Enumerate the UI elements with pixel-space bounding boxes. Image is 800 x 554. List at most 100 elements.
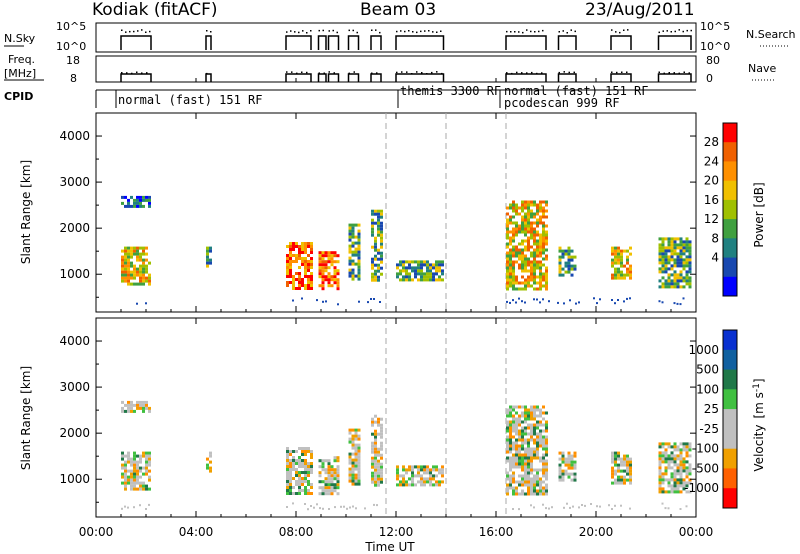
freq-segment: [557, 73, 577, 82]
scatter-cell: [512, 206, 515, 210]
scatter-cell: [377, 248, 380, 252]
scatter-cell: [310, 287, 313, 290]
scatter-cell: [530, 489, 533, 493]
scatter-cell: [536, 435, 539, 439]
scatter-cell: [411, 278, 414, 282]
scatter-cell: [673, 472, 677, 476]
scatter-cell: [620, 481, 623, 485]
scatter-cell: [542, 435, 545, 439]
scatter-cell: [396, 483, 399, 487]
scatter-cell: [688, 466, 692, 470]
scatter-cell: [289, 471, 292, 474]
scatter-cell: [136, 406, 139, 410]
scatter-cell: [673, 252, 677, 256]
scatter-cell: [373, 298, 375, 300]
scatter-cell: [676, 279, 680, 283]
scatter-cell: [420, 275, 423, 279]
scatter-cell: [145, 472, 148, 476]
scatter-cell: [426, 480, 429, 484]
scatter-cell: [667, 454, 671, 458]
scatter-cell: [533, 441, 536, 445]
scatter-blob: [611, 246, 632, 280]
scatter-cell: [679, 457, 683, 461]
scatter-cell: [124, 249, 127, 253]
scatter-cell: [521, 203, 524, 207]
scatter-cell: [304, 242, 307, 245]
scatter-cell: [121, 454, 124, 458]
scatter-cell: [530, 405, 533, 409]
scatter-cell: [127, 261, 130, 265]
nave-dot: [318, 72, 320, 74]
scatter-cell: [545, 489, 548, 493]
scatter-cell: [521, 465, 524, 469]
scatter-cell: [521, 287, 524, 291]
scatter-cell: [420, 465, 423, 469]
scatter-cell: [518, 444, 521, 448]
scatter-cell: [533, 221, 536, 225]
scatter-cell: [348, 274, 352, 278]
scatter-cell: [614, 255, 617, 259]
scatter-cell: [420, 260, 423, 264]
scatter-cell: [685, 442, 689, 446]
scatter-cell: [527, 486, 530, 490]
scatter-cell: [133, 403, 136, 407]
scatter-cell: [573, 463, 577, 467]
scatter-cell: [533, 272, 536, 276]
scatter-cell: [676, 255, 680, 259]
scatter-cell: [506, 272, 509, 276]
scatter-cell: [542, 284, 545, 288]
scatter-cell: [524, 477, 527, 481]
scatter-cell: [533, 477, 536, 481]
scatter-cell: [426, 266, 429, 270]
scatter-cell: [313, 506, 315, 509]
scatter-cell: [371, 474, 374, 478]
scatter-cell: [304, 480, 307, 483]
scatter-cell: [380, 441, 383, 445]
scatter-cell: [626, 478, 629, 482]
scatter-cell: [673, 490, 677, 494]
scatter-cell: [542, 209, 545, 213]
scatter-cell: [558, 472, 562, 476]
scatter-cell: [380, 465, 383, 469]
scatter-cell: [679, 279, 683, 283]
scatter-cell: [515, 224, 518, 228]
scatter-cell: [327, 474, 331, 478]
scatter-cell: [380, 456, 383, 460]
scatter-cell: [307, 462, 310, 465]
scatter-cell: [310, 505, 312, 507]
scatter-cell: [374, 269, 377, 273]
scatter-cell: [536, 254, 539, 258]
scatter-cell: [561, 469, 565, 473]
scatter-cell: [590, 503, 592, 505]
scatter-cell: [530, 468, 533, 472]
scatter-cell: [542, 453, 545, 457]
nave-dot: [521, 72, 523, 74]
scatter-cell: [343, 505, 345, 508]
scatter-cell: [354, 464, 358, 468]
scatter-cell: [685, 469, 689, 473]
scatter-cell: [354, 479, 358, 483]
scatter-cell: [533, 278, 536, 282]
scatter-cell: [351, 253, 355, 257]
scatter-cell: [512, 203, 515, 207]
scatter-cell: [545, 284, 548, 288]
scatter-cell: [438, 471, 441, 475]
colorbar-swatch: [723, 276, 737, 297]
scatter-cell: [127, 506, 129, 509]
scatter-cell: [661, 264, 665, 268]
colorbar-swatch: [723, 330, 737, 351]
scatter-cell: [133, 270, 136, 274]
scatter-cell: [377, 471, 380, 475]
scatter-cell: [506, 423, 509, 427]
scatter-cell: [542, 248, 545, 252]
scatter-cell: [348, 476, 352, 480]
scatter-cell: [377, 224, 380, 228]
scatter-cell: [667, 466, 671, 470]
scatter-cell: [524, 200, 527, 204]
scatter-cell: [304, 462, 307, 465]
scatter-cell: [358, 300, 360, 303]
nsky-label: N.Sky: [4, 32, 36, 45]
scatter-cell: [127, 400, 130, 404]
scatter-cell: [298, 272, 301, 275]
scatter-cell: [145, 508, 147, 510]
